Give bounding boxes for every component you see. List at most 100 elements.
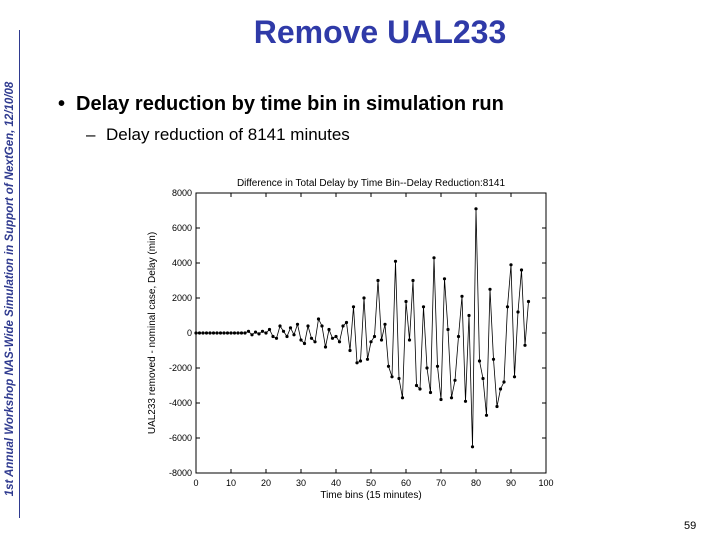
data-point [502,380,506,384]
data-point [421,305,426,309]
data-point [344,320,349,325]
y-tick-label: 8000 [172,188,192,198]
data-point [386,364,391,368]
data-point [327,327,331,332]
x-tick-label: 70 [436,478,446,488]
y-tick-label: 4000 [172,258,192,268]
data-point [488,287,492,291]
data-point [418,387,422,391]
data-point [341,324,345,328]
data-point [239,331,244,335]
data-point [204,331,209,335]
data-point [253,330,258,334]
data-point [271,334,275,339]
data-point [197,331,202,335]
data-point [285,334,289,339]
data-point [278,324,282,328]
data-point [519,268,524,272]
data-point [383,322,387,326]
data-point [201,331,205,335]
data-point [306,324,310,328]
data-point [334,334,338,339]
data-point [404,299,408,304]
data-point [362,296,366,300]
data-point [208,331,212,335]
sidebar-band: 1st Annual Workshop NAS-Wide Simulation … [0,0,20,520]
data-point [470,445,475,449]
chart-title: Difference in Total Delay by Time Bin--D… [237,178,506,189]
data-point [218,331,223,335]
data-point [372,334,377,339]
data-point [313,340,317,344]
data-point [400,396,405,400]
data-point [309,336,314,340]
data-point [523,343,527,347]
data-point [463,399,468,403]
data-point [215,331,219,335]
data-point [505,305,510,309]
data-point [414,383,419,388]
data-point [302,341,307,346]
data-point [379,338,384,342]
x-tick-label: 50 [366,478,376,488]
delay-difference-chart: Difference in Total Delay by Time Bin--D… [147,178,554,501]
data-point [509,263,513,267]
data-point [456,334,461,339]
data-point [243,331,247,335]
data-point [229,331,233,335]
data-point [355,361,359,365]
data-point [428,390,433,395]
data-point [351,305,356,309]
y-tick-label: -8000 [169,468,192,478]
data-point [316,317,321,321]
x-tick-label: 80 [471,478,481,488]
data-point [292,333,296,337]
x-tick-label: 90 [506,478,516,488]
data-point [446,327,450,332]
data-point [516,310,520,314]
data-point [477,359,482,363]
data-point [295,322,300,326]
y-tick-label: -4000 [169,398,192,408]
y-tick-label: 2000 [172,293,192,303]
series-layer [194,207,531,449]
data-point [299,338,303,342]
dash-icon: – [86,125,96,144]
data-point [358,359,363,363]
data-point [484,413,489,417]
x-tick-label: 100 [538,478,553,488]
data-point [267,327,272,332]
x-tick-label: 0 [193,478,198,488]
data-point [194,331,198,335]
sub-bullet-text: Delay reduction of 8141 minutes [106,125,350,144]
page-number: 59 [684,520,697,532]
chart-title-text: Difference in Total Delay by Time Bin--D… [237,178,506,189]
data-point [348,348,352,353]
data-point [407,338,412,342]
bullet-dot-icon: • [58,93,66,115]
data-point [498,387,503,391]
data-point [481,376,485,381]
data-point [474,207,478,211]
x-tick-label: 40 [331,478,341,488]
data-point [222,331,226,335]
data-point [246,329,251,333]
x-axis-label: Time bins (15 minutes) [320,490,421,501]
data-point [232,331,237,335]
data-point [439,397,443,402]
workshop-sidebar-text: 1st Annual Workshop NAS-Wide Simulation … [4,81,16,497]
data-point [442,277,447,281]
data-point [236,331,240,335]
y-tick-label: -2000 [169,363,192,373]
bullet-text: Delay reduction by time bin in simulatio… [76,93,504,115]
data-point [288,326,293,330]
x-tick-label: 30 [296,478,306,488]
data-point [491,357,496,361]
data-point [260,329,265,333]
data-point [449,396,454,400]
slide-title: Remove UAL233 [253,14,507,50]
data-point [365,357,370,361]
data-point [225,331,230,335]
data-point [281,329,286,333]
data-point [390,375,394,379]
